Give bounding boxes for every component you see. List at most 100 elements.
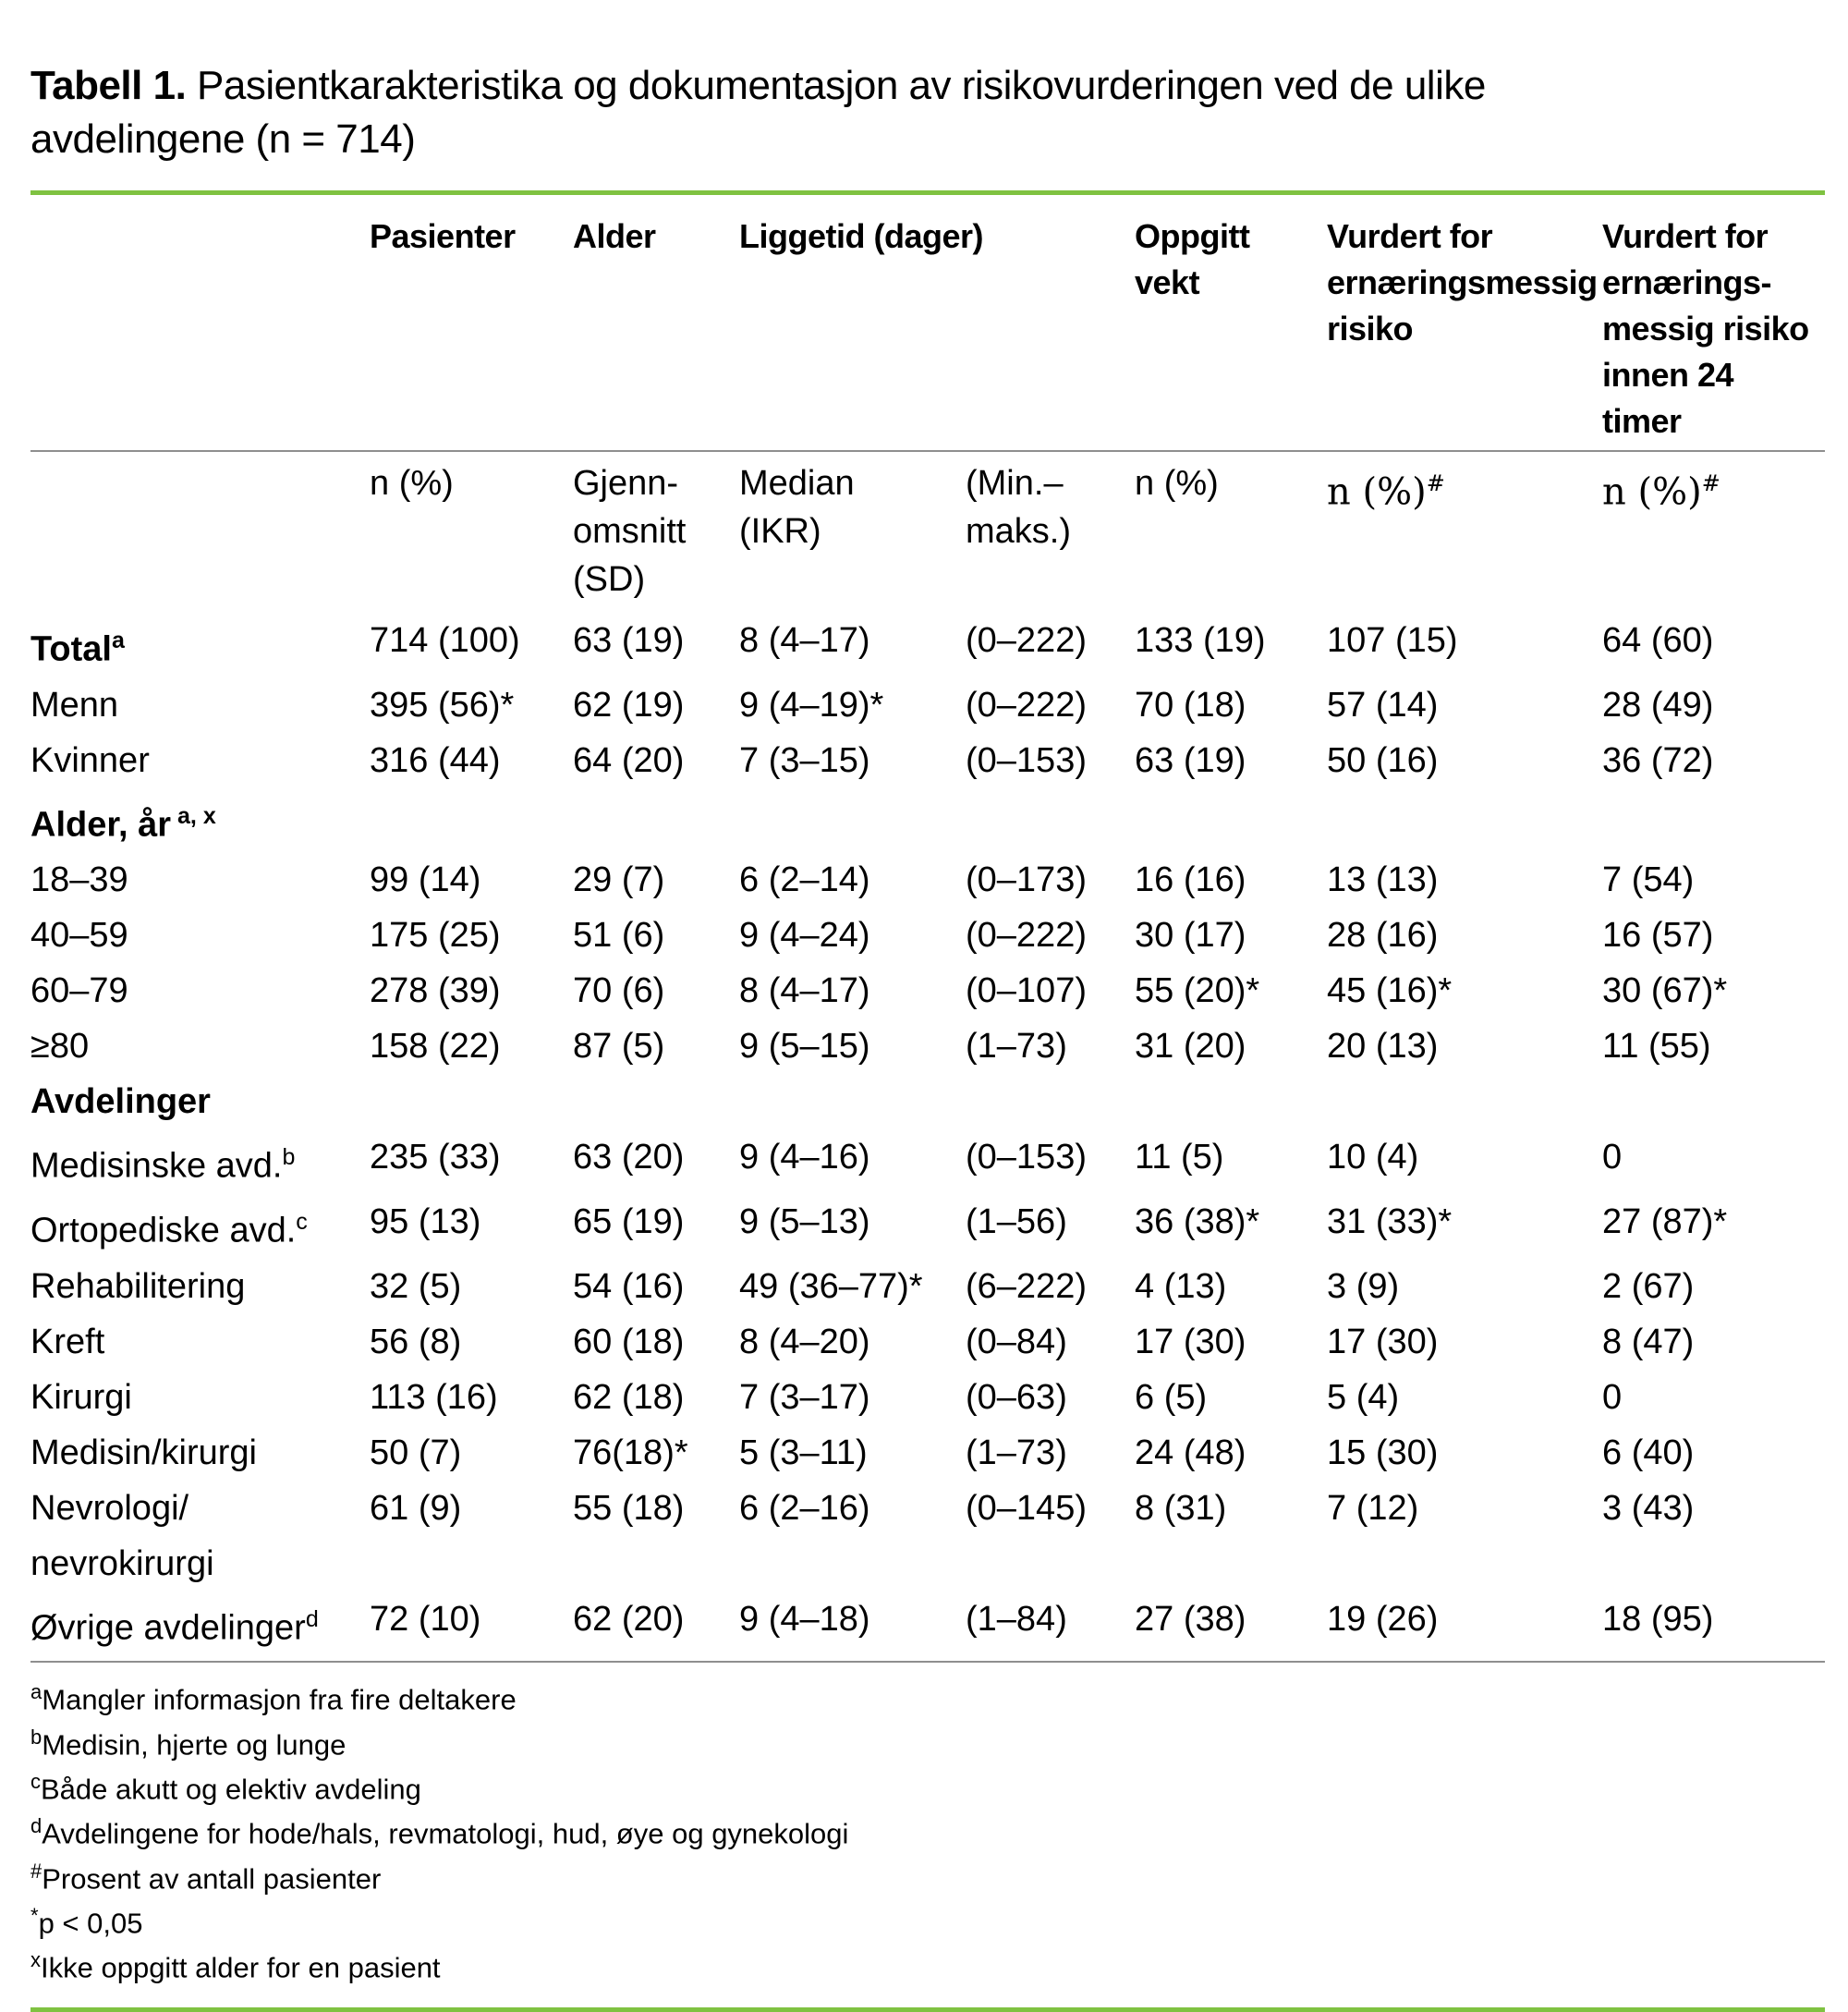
row-label: Totala <box>30 613 370 677</box>
footnote-marker: d <box>30 1814 43 1838</box>
row-label: Avdelinger <box>30 1074 370 1129</box>
data-cell <box>370 1074 573 1129</box>
row-label-text: Alder, år <box>30 805 172 845</box>
footnote: cBåde akutt og elektiv avdeling <box>30 1763 1825 1808</box>
data-cell: 6 (2–16) <box>739 1488 870 1528</box>
data-cell: 36 (72) <box>1602 740 1714 780</box>
data-cell: 61 (9) <box>370 1488 462 1528</box>
table-row: 60–79 278 (39) 70 (6) 8 (4–17) (0–107) 55 (20… <box>30 963 1825 1018</box>
data-cell: (1–73) <box>966 1433 1067 1472</box>
hash-superscript: # <box>1426 470 1445 496</box>
table-row: 40–59 175 (25) 51 (6) 9 (4–24) (0–222) 30 (17… <box>30 908 1825 963</box>
data-cell <box>1327 1074 1602 1129</box>
table-number-label: Tabell 1. <box>30 63 187 108</box>
data-cell: 45 (16)* <box>1327 971 1453 1011</box>
data-cell: (0–222) <box>966 916 1087 956</box>
row-label-text: ≥80 <box>30 1027 90 1067</box>
data-cell: (0–63) <box>966 1377 1067 1417</box>
data-cell: 64 (20) <box>573 740 685 780</box>
column-header-row: Pasienter Alder Liggetid (dager) Oppgitt… <box>30 193 1825 452</box>
data-cell: 8 (4–20) <box>739 1322 870 1361</box>
data-cell <box>1327 788 1602 853</box>
row-label-text: 18–39 <box>30 860 128 900</box>
data-cell <box>739 1074 966 1129</box>
data-cell: 113 (16) <box>370 1377 498 1417</box>
row-label: Nevrologi/ nevrokirurgi <box>30 1481 370 1591</box>
footnote: dAvdelingene for hode/hals, revmatologi,… <box>30 1808 1825 1852</box>
data-cell: 0 <box>1602 1377 1623 1417</box>
data-cell: 107 (15) <box>1327 621 1458 660</box>
subheader-n-pct-24t: n (%)# <box>1602 450 1825 613</box>
data-cell: 133 (19) <box>1135 621 1266 660</box>
row-label-text: Kirurgi <box>30 1377 132 1417</box>
table-row: ≥80 158 (22) 87 (5) 9 (5–15) (1–73) 31 (20) 20… <box>30 1018 1825 1074</box>
footnote-text: Ikke oppgitt alder for en pasient <box>41 1951 441 1984</box>
data-cell: 2 (67) <box>1602 1266 1695 1306</box>
table-row: Alder, år a, x <box>30 788 1825 853</box>
table-title: Tabell 1. Pasientkarakteristika og dokum… <box>30 6 1825 166</box>
data-cell: (0–145) <box>966 1488 1087 1528</box>
footnote-marker: a, x <box>171 802 216 829</box>
bottom-rule <box>30 2006 1825 2012</box>
subheader-n-pct-risiko: n (%)# <box>1327 450 1602 613</box>
table-row: Ortopediske avd.c 95 (13) 65 (19) 9 (5–13)(… <box>30 1194 1825 1259</box>
data-cell: (0–173) <box>966 860 1087 900</box>
data-cell: 19 (26) <box>1327 1591 1602 1664</box>
footnote: aMangler informasjon fra fire deltakere <box>30 1674 1825 1718</box>
row-label-text: Medisinske avd. <box>30 1146 283 1186</box>
column-header-liggetid: Liggetid (dager) <box>739 217 984 255</box>
data-cell: 316 (44) <box>370 740 501 780</box>
data-cell: 16 (16) <box>1135 860 1246 900</box>
data-cell: 9 (4–19)* <box>739 685 884 725</box>
row-label: Alder, år a, x <box>30 788 370 853</box>
data-cell: 278 (39) <box>370 971 501 1011</box>
data-cell: (1–73) <box>966 1027 1067 1067</box>
footnote-text: Medisin, hjerte og lunge <box>42 1727 346 1761</box>
data-cell: 50 (16) <box>1327 740 1439 780</box>
subheader-n-pct: n (%) <box>370 450 573 613</box>
data-cell: 5 (4) <box>1327 1377 1400 1417</box>
data-cell: 395 (56)* <box>370 685 515 725</box>
data-cell: 17 (30) <box>1135 1322 1246 1361</box>
data-cell: 9 (5–15) <box>739 1027 870 1067</box>
data-cell: 3 (9) <box>1327 1266 1400 1306</box>
row-label-text: Rehabilitering <box>30 1266 246 1306</box>
row-label: 40–59 <box>30 908 370 963</box>
row-label: 18–39 <box>30 852 370 908</box>
data-cell: 8 (47) <box>1602 1322 1695 1361</box>
row-label: Rehabilitering <box>30 1259 370 1314</box>
data-cell: 70 (6) <box>573 971 665 1011</box>
data-cell <box>573 788 739 853</box>
row-label-text: 60–79 <box>30 971 128 1011</box>
data-cell: 7 (12) <box>1327 1488 1419 1528</box>
footnote-text: Mangler informasjon fra fire deltakere <box>42 1683 517 1716</box>
data-cell: 3 (43) <box>1602 1488 1695 1528</box>
data-cell: 6 (5) <box>1135 1377 1208 1417</box>
table-row: Medisin/kirurgi 50 (7) 76(18)* 5 (3–11) (1–7… <box>30 1425 1825 1481</box>
table-row: Kirurgi 113 (16) 62 (18) 7 (3–17) (0–63) 6 (5… <box>30 1370 1825 1425</box>
data-cell: 95 (13) <box>370 1201 481 1241</box>
footnote-marker: * <box>30 1903 39 1927</box>
data-cell: 13 (13) <box>1327 860 1439 900</box>
table-row: Avdelinger <box>30 1074 1825 1129</box>
data-cell: 62 (18) <box>573 1377 685 1417</box>
footnote-text: Avdelingene for hode/hals, revmatologi, … <box>42 1817 849 1850</box>
data-cell: 49 (36–77)* <box>739 1266 923 1306</box>
data-cell: 17 (30) <box>1327 1322 1439 1361</box>
subheader-row: n (%) Gjenn- omsnitt (SD) Median (IKR) (… <box>30 450 1825 613</box>
row-label-text: Øvrige avdelinger <box>30 1608 306 1648</box>
footnote: xIkke oppgitt alder for en pasient <box>30 1942 1825 1986</box>
data-cell: (6–222) <box>966 1266 1087 1306</box>
footnote-marker: # <box>30 1859 43 1883</box>
data-cell: 30 (17) <box>1135 916 1246 956</box>
row-label-text: Kreft <box>30 1322 105 1361</box>
data-cell: 28 (49) <box>1602 685 1714 725</box>
row-label: Medisin/kirurgi <box>30 1425 370 1481</box>
data-cell: 158 (22) <box>370 1027 501 1067</box>
footnote: bMedisin, hjerte og lunge <box>30 1719 1825 1763</box>
row-label-text: Medisin/kirurgi <box>30 1433 257 1472</box>
footnote-marker: b <box>30 1725 43 1749</box>
data-cell: 9 (4–18) <box>739 1591 966 1664</box>
table-body: Totala 714 (100) 63 (19) 8 (4–17) (0–222) 133… <box>30 613 1825 1664</box>
